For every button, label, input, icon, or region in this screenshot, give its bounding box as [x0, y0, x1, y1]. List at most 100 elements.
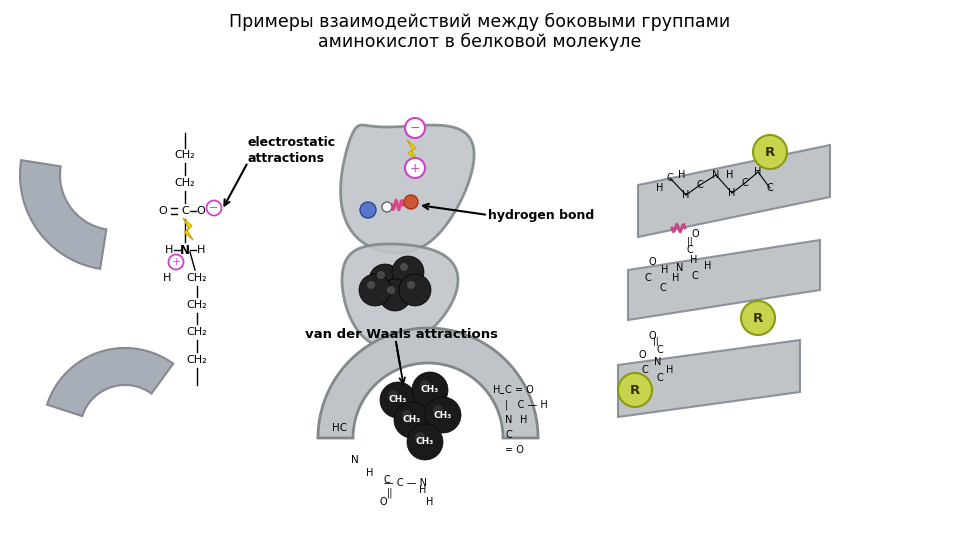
Circle shape — [359, 274, 391, 306]
Text: H: H — [426, 497, 434, 507]
Text: CH₃: CH₃ — [389, 395, 407, 404]
Circle shape — [206, 200, 222, 215]
Text: N: N — [676, 263, 684, 273]
Circle shape — [169, 254, 183, 269]
Text: Примеры взаимодействий между боковыми группами: Примеры взаимодействий между боковыми гр… — [229, 13, 731, 31]
Text: ||: || — [687, 238, 693, 246]
Text: H: H — [729, 188, 735, 198]
Circle shape — [753, 135, 787, 169]
Text: H: H — [690, 255, 698, 265]
Text: CH₂: CH₂ — [186, 300, 207, 310]
Text: N: N — [351, 455, 359, 465]
Text: N: N — [180, 244, 190, 256]
Text: H: H — [679, 170, 685, 180]
Text: CH₂: CH₂ — [175, 178, 195, 188]
Text: O: O — [691, 229, 699, 239]
Polygon shape — [20, 160, 107, 269]
Text: C: C — [384, 475, 391, 485]
Circle shape — [405, 158, 425, 178]
Polygon shape — [342, 244, 458, 348]
Circle shape — [360, 202, 376, 218]
Text: ||: || — [653, 338, 659, 347]
Text: C = O: C = O — [505, 385, 534, 395]
Circle shape — [425, 397, 461, 433]
Text: −: − — [410, 122, 420, 134]
Text: O: O — [197, 206, 205, 216]
Circle shape — [407, 424, 443, 460]
Text: R: R — [765, 145, 775, 159]
Text: C: C — [697, 180, 704, 190]
Text: H: H — [197, 245, 205, 255]
Circle shape — [394, 402, 430, 438]
Text: CH₃: CH₃ — [416, 437, 434, 447]
Text: O: O — [158, 206, 167, 216]
Circle shape — [407, 281, 415, 289]
Text: H: H — [163, 273, 171, 283]
Polygon shape — [618, 340, 800, 417]
Text: electrostatic
attractions: electrostatic attractions — [248, 136, 336, 165]
Circle shape — [404, 195, 418, 209]
Circle shape — [405, 118, 425, 138]
Text: H: H — [672, 273, 680, 283]
Text: O: O — [379, 497, 387, 507]
Text: H: H — [657, 183, 663, 193]
Circle shape — [379, 279, 411, 311]
Text: CH₃: CH₃ — [403, 415, 421, 424]
Text: H: H — [705, 261, 711, 271]
Text: H: H — [520, 415, 527, 425]
Circle shape — [415, 432, 425, 442]
Text: H: H — [666, 365, 674, 375]
Circle shape — [367, 281, 375, 289]
Text: |   C — H: | C — H — [505, 400, 548, 410]
Circle shape — [392, 256, 424, 288]
Polygon shape — [318, 328, 538, 438]
Polygon shape — [407, 140, 418, 160]
Text: C: C — [666, 173, 673, 183]
Text: C: C — [767, 183, 774, 193]
Text: C: C — [742, 178, 749, 188]
Circle shape — [369, 264, 401, 296]
Text: CH₂: CH₂ — [186, 355, 207, 365]
Text: C: C — [181, 206, 189, 216]
Text: O: O — [648, 257, 656, 267]
Text: C: C — [644, 273, 652, 283]
Text: H: H — [727, 170, 733, 180]
Text: аминокислот в белковой молекуле: аминокислот в белковой молекуле — [319, 33, 641, 51]
Text: H: H — [367, 468, 373, 478]
Text: C: C — [691, 271, 698, 281]
Circle shape — [387, 286, 395, 294]
Circle shape — [741, 301, 775, 335]
Text: — C — N: — C — N — [383, 478, 426, 488]
Circle shape — [399, 274, 431, 306]
Text: R: R — [630, 383, 640, 396]
Text: +: + — [171, 257, 180, 267]
Circle shape — [402, 410, 412, 420]
Text: R: R — [753, 312, 763, 325]
Circle shape — [388, 390, 398, 400]
Polygon shape — [183, 218, 193, 240]
Text: CH₂: CH₂ — [186, 273, 207, 283]
Circle shape — [618, 373, 652, 407]
Text: C: C — [641, 365, 648, 375]
Text: C: C — [505, 430, 512, 440]
Text: = O: = O — [505, 445, 524, 455]
Circle shape — [382, 202, 392, 212]
Text: −: − — [209, 203, 219, 213]
Text: H: H — [420, 485, 426, 495]
Text: C: C — [657, 345, 663, 355]
Text: C: C — [660, 283, 666, 293]
Text: van der Waals attractions: van der Waals attractions — [305, 328, 498, 341]
Text: CH₃: CH₃ — [420, 386, 439, 395]
Text: CH₂: CH₂ — [186, 327, 207, 337]
Circle shape — [420, 380, 430, 390]
Polygon shape — [47, 348, 173, 416]
Polygon shape — [628, 240, 820, 320]
Text: N: N — [505, 415, 513, 425]
Text: H: H — [683, 190, 689, 200]
Text: C: C — [686, 245, 693, 255]
Circle shape — [400, 263, 408, 271]
Text: +: + — [410, 161, 420, 174]
Text: HC: HC — [332, 423, 348, 433]
Text: H: H — [661, 265, 669, 275]
Text: N: N — [712, 170, 720, 180]
